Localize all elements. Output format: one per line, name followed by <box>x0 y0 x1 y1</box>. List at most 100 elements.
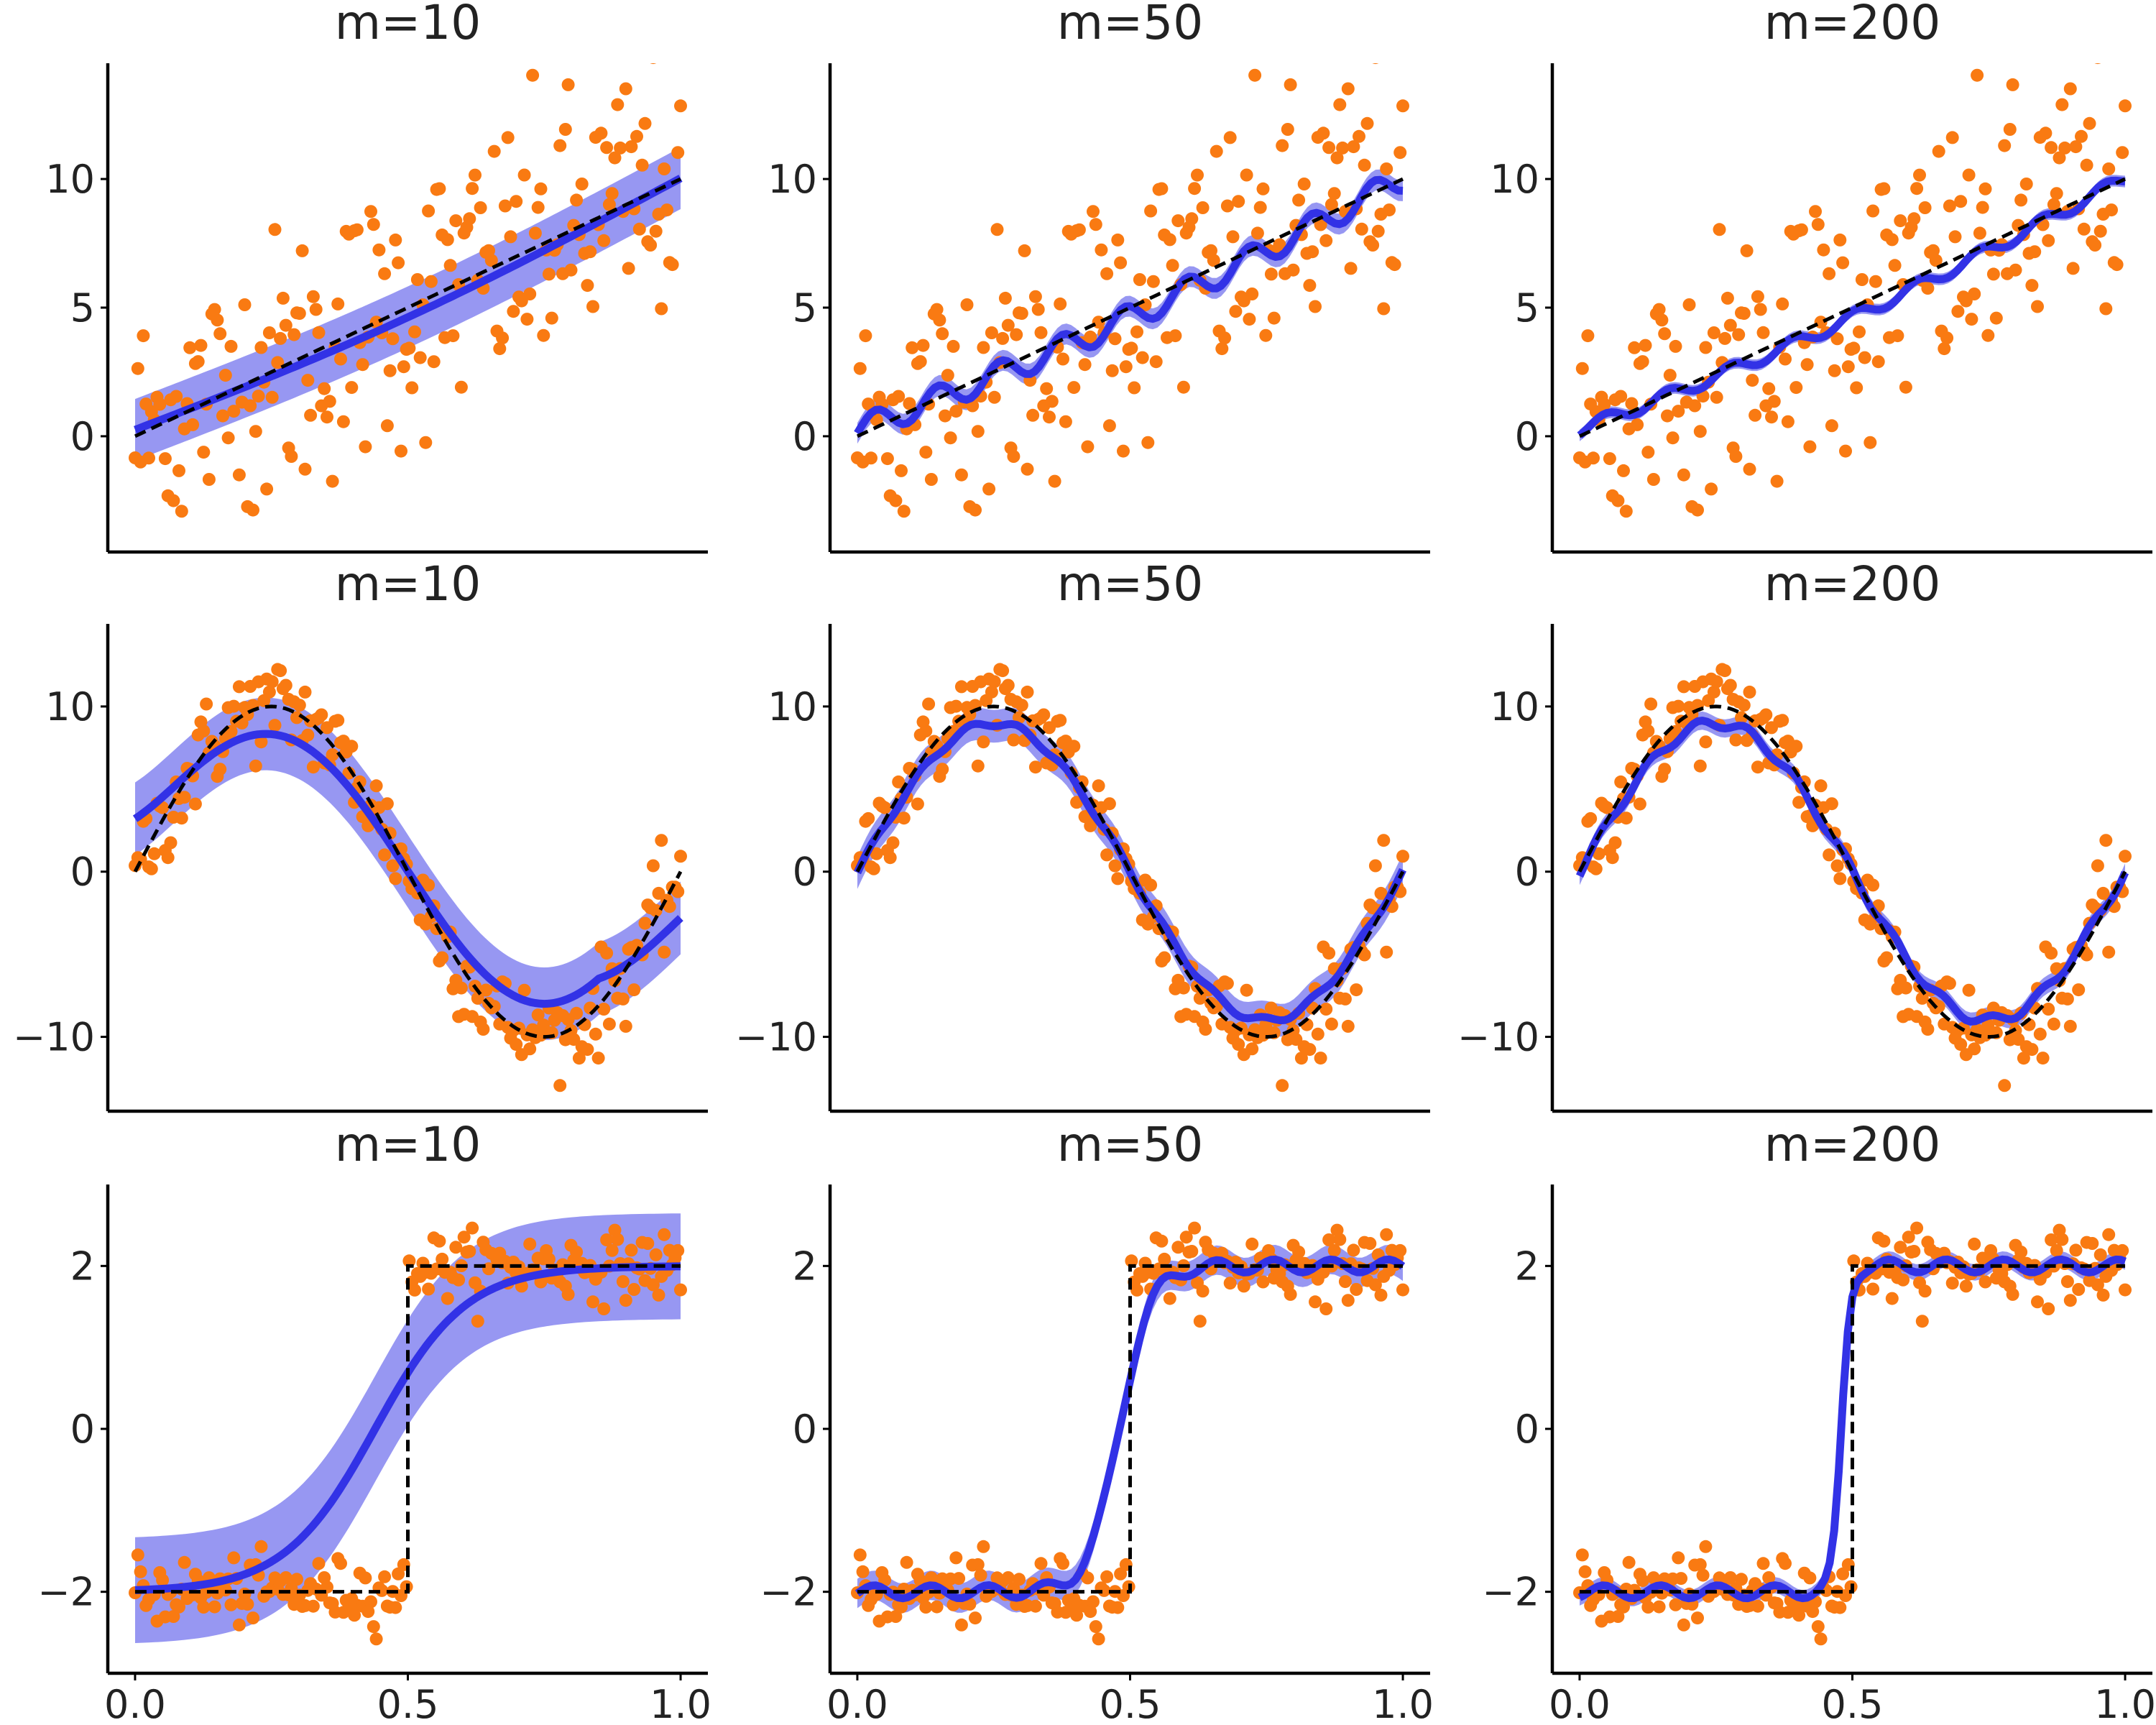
data-point <box>2045 1233 2058 1246</box>
data-point <box>2025 1043 2039 1057</box>
data-point <box>941 369 954 382</box>
data-point <box>1792 1609 1806 1622</box>
y-tick-label: 0 <box>793 850 817 895</box>
data-point <box>1232 1038 1245 1052</box>
data-point <box>1015 699 1028 712</box>
data-point <box>1611 1610 1625 1623</box>
data-point <box>386 859 400 873</box>
data-point <box>1710 390 1723 404</box>
data-point <box>1839 444 1852 458</box>
y-tick-label: 10 <box>1490 157 1539 202</box>
data-point <box>1081 1571 1095 1585</box>
data-point <box>383 364 397 377</box>
data-point <box>1117 444 1130 458</box>
data-point <box>531 1008 545 1022</box>
data-point <box>2019 178 2033 190</box>
data-point <box>671 885 685 898</box>
data-point <box>1048 474 1061 488</box>
x-tick-label: 1.0 <box>1372 1682 1434 1725</box>
data-point <box>1696 1568 1710 1582</box>
data-point <box>1825 419 1838 433</box>
data-point <box>1998 1079 2012 1092</box>
data-point <box>1325 198 1338 211</box>
data-point <box>359 1571 372 1585</box>
panel-title: m=200 <box>1764 1117 1941 1172</box>
true-function-line <box>134 1264 681 1594</box>
data-point <box>422 1282 436 1296</box>
data-point <box>1176 981 1190 995</box>
data-point <box>1809 205 1822 218</box>
data-point <box>1984 1117 1997 1130</box>
data-point <box>1644 697 1658 711</box>
data-point <box>985 685 998 699</box>
data-point <box>1303 1043 1317 1057</box>
data-point <box>367 1620 380 1634</box>
data-point <box>1688 399 1702 413</box>
data-point <box>2055 98 2069 111</box>
data-point <box>1185 212 1199 226</box>
data-point <box>608 151 622 165</box>
data-point <box>1891 329 1904 343</box>
data-point <box>1102 419 1116 433</box>
true-function-line <box>1577 704 2127 1039</box>
data-point <box>1248 68 1262 82</box>
data-point <box>1737 307 1751 320</box>
data-point <box>232 1618 246 1632</box>
data-point <box>542 1252 556 1266</box>
data-point <box>1732 328 1746 341</box>
data-point <box>1311 1027 1325 1041</box>
data-point <box>870 413 883 427</box>
data-point <box>668 24 681 37</box>
data-point <box>1899 981 1912 995</box>
data-point <box>542 267 556 281</box>
data-point <box>1587 451 1600 465</box>
data-point <box>646 859 660 873</box>
data-point <box>886 836 900 850</box>
data-point <box>1751 760 1764 774</box>
data-point <box>1779 1557 1792 1570</box>
data-point <box>1853 325 1866 339</box>
data-point <box>1108 859 1122 873</box>
data-point <box>600 1233 614 1246</box>
data-point <box>395 444 407 458</box>
data-point <box>990 223 1004 236</box>
data-point <box>977 735 990 749</box>
data-point <box>131 1548 144 1562</box>
data-point <box>632 222 646 236</box>
panel-sine-m50: m=50 −10 0 10 <box>735 556 1430 1113</box>
data-point <box>389 1601 402 1614</box>
data-point <box>249 425 262 438</box>
y-tick-label: 5 <box>1515 285 1539 331</box>
data-point <box>1358 948 1371 962</box>
data-point <box>479 983 493 997</box>
true-function-line <box>1579 1264 2126 1594</box>
data-point <box>1114 256 1128 270</box>
data-point <box>954 1618 968 1632</box>
data-point <box>1672 699 1685 713</box>
data-point <box>1341 1019 1355 1033</box>
data-point <box>172 464 185 477</box>
data-point <box>537 328 550 342</box>
data-point <box>1158 1252 1171 1266</box>
data-point <box>1910 1221 1924 1235</box>
data-point <box>1223 131 1237 144</box>
data-point <box>290 1573 303 1586</box>
data-point <box>1100 848 1114 862</box>
data-point <box>1641 446 1655 459</box>
data-point <box>946 339 960 353</box>
data-point <box>1010 328 1023 341</box>
data-point <box>1021 685 1034 699</box>
data-point <box>1754 303 1767 316</box>
data-point <box>262 685 276 699</box>
data-point <box>454 380 468 394</box>
data-point <box>1608 836 1622 850</box>
data-point <box>652 1288 665 1302</box>
data-point <box>2063 1019 2077 1033</box>
data-point <box>971 759 985 773</box>
data-point <box>867 862 880 875</box>
data-point <box>268 719 282 732</box>
data-point <box>1814 1632 1828 1646</box>
data-point <box>853 362 867 375</box>
y-tick-label: −2 <box>1482 1570 1539 1615</box>
data-point <box>1223 1276 1237 1290</box>
